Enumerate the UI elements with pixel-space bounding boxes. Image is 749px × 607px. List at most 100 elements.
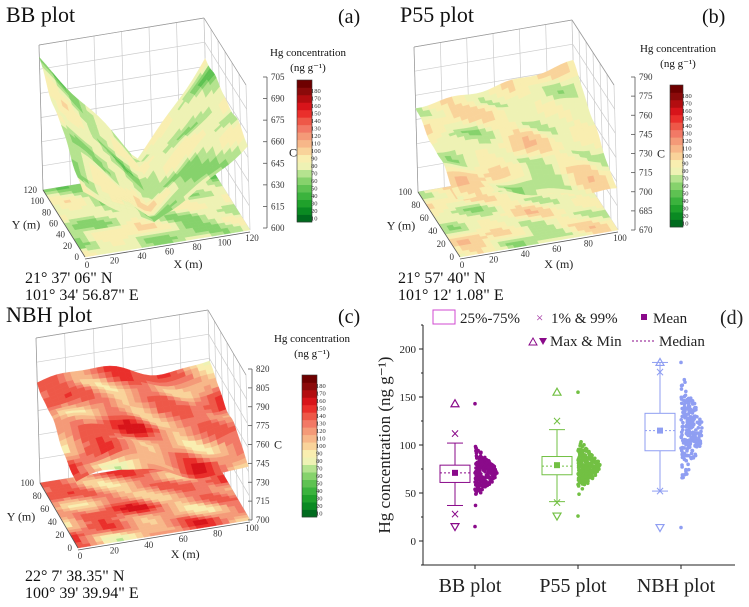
percentile-marker: ×	[552, 414, 562, 428]
data-point	[576, 390, 580, 394]
panel-label: (b)	[702, 6, 726, 28]
data-point	[580, 486, 585, 491]
colorbar-tick-label: 110	[311, 141, 321, 148]
colorbar-band	[670, 114, 683, 123]
colorbar-tick-label: 120	[682, 138, 692, 145]
colorbar-tick-label: 90	[311, 155, 318, 162]
data-point	[577, 455, 581, 460]
colorbar-title-text: Hg concentration	[273, 333, 351, 345]
y-tick-label: 120	[24, 185, 38, 195]
box-edge	[38, 44, 44, 191]
x-axis-line	[77, 521, 251, 551]
data-point	[491, 464, 496, 468]
colorbar-band	[297, 154, 312, 163]
percentile-marker: ×	[450, 426, 460, 440]
box-p55-plot: ××	[541, 386, 602, 522]
legend-box-label: 25%-75%	[460, 311, 520, 327]
colorbar-band	[297, 184, 312, 193]
x-tick-label: 20	[489, 255, 499, 265]
data-point	[490, 472, 494, 477]
data-point	[581, 473, 585, 478]
y-tick-label: 0	[68, 543, 73, 553]
data-point	[487, 476, 492, 480]
mean-marker	[554, 462, 560, 469]
data-point	[591, 457, 596, 461]
side-wall-gridline	[208, 333, 247, 400]
data-point	[473, 401, 477, 406]
colorbar-tick-label: 180	[682, 93, 692, 100]
z-tick-label: 700	[639, 187, 653, 197]
y-tick-label: 40	[428, 226, 438, 236]
colorbar-tick-label: 180	[316, 383, 326, 390]
z-tick-label: 790	[256, 402, 270, 412]
colorbar-band	[302, 382, 317, 391]
panel-d-boxplot: (d) Hg concentration (ng g⁻¹) 25%-75% × …	[370, 300, 749, 607]
data-point	[480, 487, 484, 492]
colorbar-tick-label: 130	[316, 421, 326, 428]
data-point	[480, 462, 485, 467]
colorbar-unit: (ng g⁻¹)	[294, 348, 330, 360]
data-point	[584, 449, 589, 453]
colorbar-tick-label: 70	[311, 170, 318, 177]
colorbar-band	[297, 162, 312, 170]
colorbar-band	[670, 152, 683, 161]
y-tick-label: 150	[400, 392, 417, 404]
percentile-marker: ×	[655, 365, 665, 379]
percentile-marker: ×	[552, 496, 562, 510]
colorbar-frame	[301, 374, 318, 518]
surface	[36, 360, 249, 482]
colorbar-band	[302, 494, 317, 503]
box-edge	[413, 19, 573, 48]
data-point	[475, 460, 480, 465]
data-point	[680, 414, 685, 419]
box-nbh-plot: ××	[644, 357, 704, 533]
data-point	[477, 467, 482, 471]
colorbar-unit: (ng g⁻¹)	[660, 58, 696, 70]
data-point	[580, 450, 585, 455]
box-edge	[35, 309, 209, 339]
colorbar-band	[297, 214, 312, 223]
colorbar-tick-label: 100	[682, 153, 692, 160]
colorbar-band	[670, 129, 683, 138]
data-point	[593, 473, 598, 478]
x-tick-label: 80	[213, 529, 223, 539]
colorbar-band	[670, 144, 683, 153]
y-tick-label: 20	[63, 241, 73, 251]
colorbar-band	[302, 419, 317, 428]
data-point	[473, 444, 478, 449]
y-tick-label: 80	[42, 207, 52, 217]
colorbar-band	[302, 472, 317, 480]
colorbar-band	[297, 132, 312, 141]
data-point	[680, 463, 684, 467]
x-tick-label: P55 plot	[539, 575, 607, 597]
z-tick-label: 690	[271, 94, 285, 104]
max-marker	[551, 386, 563, 396]
data-point	[478, 490, 483, 495]
colorbar-band	[302, 397, 317, 406]
data-point	[478, 457, 483, 462]
data-point	[679, 383, 684, 388]
data-point	[484, 461, 489, 465]
surface-cell	[598, 158, 608, 164]
colorbar-tick-label: 170	[311, 96, 321, 103]
colorbar-tick-label: 110	[682, 146, 692, 153]
y-tick-label: 20	[437, 239, 447, 249]
data-point	[587, 462, 592, 466]
colorbar-band	[297, 199, 312, 208]
z-tick-label: 600	[271, 223, 285, 233]
z-tick-label: 615	[271, 201, 285, 211]
x-tick-label: 60	[179, 534, 189, 544]
x-axis-label: X (m)	[171, 547, 200, 561]
colorbar-band	[670, 197, 683, 205]
colorbar-band	[670, 137, 683, 146]
x-tick-label: BB plot	[439, 575, 502, 597]
percentile-marker: ×	[450, 507, 460, 521]
x-tick-label: 80	[193, 242, 203, 252]
colorbar-band	[670, 219, 683, 228]
panel-label: (a)	[338, 6, 361, 28]
colorbar-band	[302, 375, 317, 383]
colorbar-tick-label: 160	[311, 103, 321, 110]
colorbar-band	[670, 122, 683, 131]
